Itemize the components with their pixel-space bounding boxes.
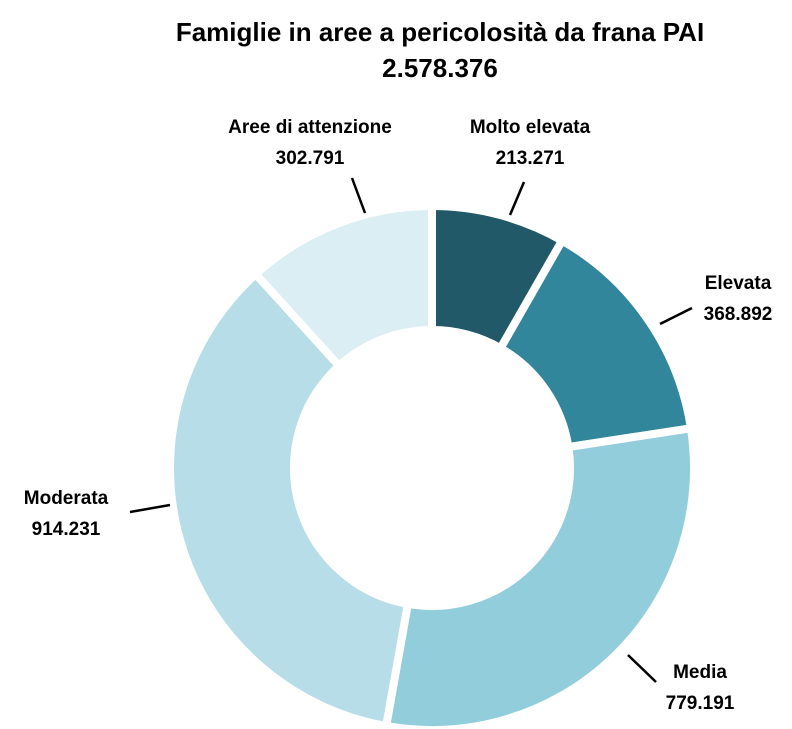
leader-line [350,177,367,214]
chart-subtitle: 2.578.376 [382,53,498,83]
leader-line [627,654,657,683]
donut-slice [381,423,698,729]
leader-line [129,503,171,514]
slice-label: Elevata [705,273,772,294]
slice-label: Media [673,662,727,683]
slice-value-label: 779.191 [666,693,735,714]
slice-value-label: 368.892 [704,304,773,325]
chart-title: Famiglie in aree a pericolosità da frana… [176,17,704,47]
slice-value-label: 302.791 [276,148,345,169]
slice-label: Molto elevata [470,117,591,138]
donut-slice [495,235,696,452]
slice-label: Moderata [24,488,109,509]
slice-value-label: 914.231 [32,519,101,540]
leader-line [508,181,526,216]
donut-slice [166,268,413,729]
donut-slice [250,201,436,372]
slice-label: Aree di attenzione [228,117,392,138]
slice-value-label: 213.271 [496,148,565,169]
leader-line [659,306,693,326]
